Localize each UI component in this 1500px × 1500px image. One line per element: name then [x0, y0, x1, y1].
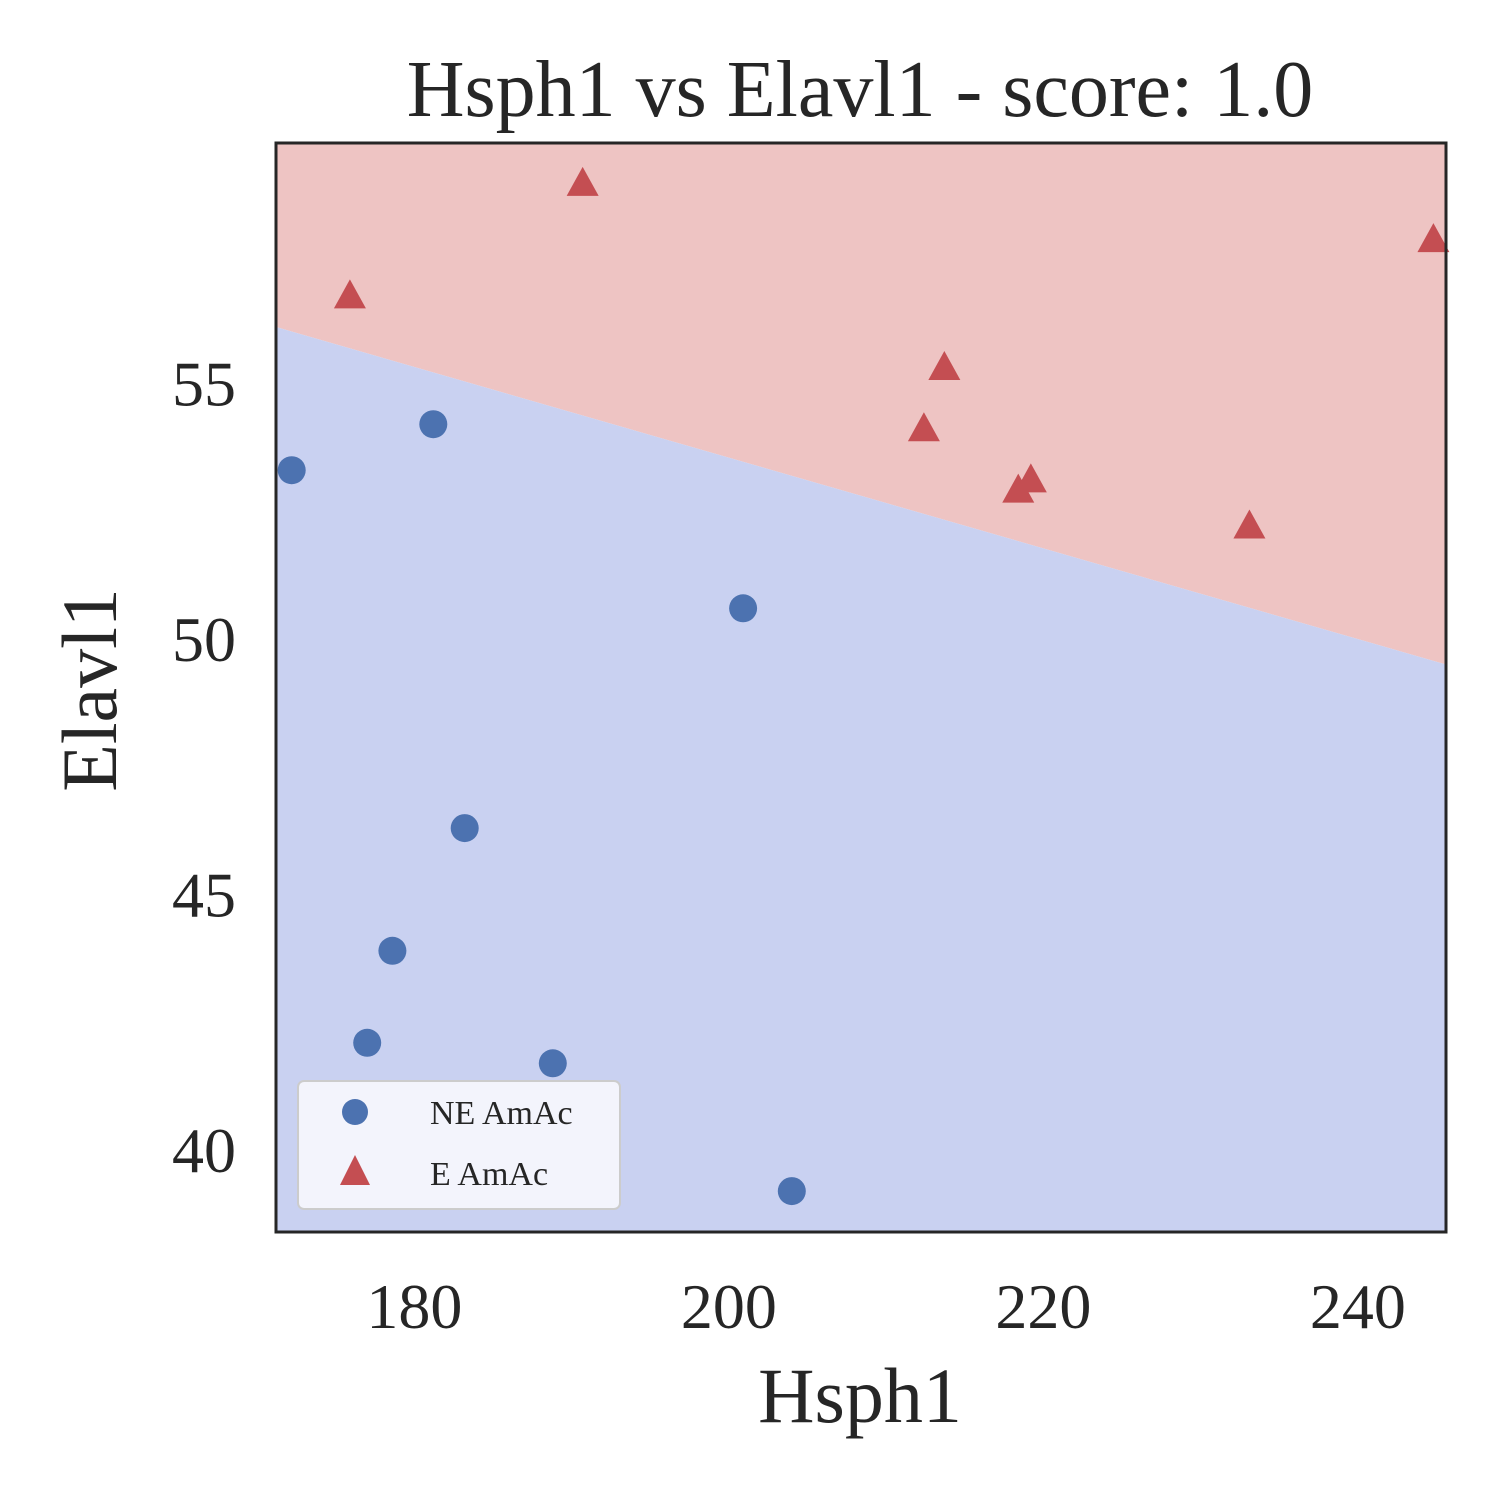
point-e-amac-2 [566, 166, 599, 196]
point-ne-amac-5 [353, 1028, 382, 1057]
y-tick-label: 50 [172, 604, 236, 675]
point-ne-amac-6 [538, 1049, 567, 1078]
point-ne-amac-1 [277, 456, 306, 485]
x-axis-ticks: 180 200 220 240 [366, 1271, 1406, 1342]
y-axis-label: Elavl1 [46, 588, 133, 792]
y-tick-label: 55 [172, 348, 236, 419]
x-tick-label: 240 [1310, 1271, 1406, 1342]
region-e-amac [276, 143, 1446, 665]
plot-area [276, 143, 1446, 1232]
data-points [277, 166, 1450, 1206]
legend-label-ne-amac: NE AmAc [430, 1095, 573, 1132]
point-e-amac-3 [907, 412, 940, 442]
legend-box [297, 1080, 621, 1210]
chart-title: Hsph1 vs Elavl1 - score: 1.0 [407, 46, 1314, 134]
x-tick-label: 200 [681, 1271, 777, 1342]
point-ne-amac-7 [729, 594, 758, 623]
y-axis-ticks: 40 45 50 55 [172, 348, 236, 1186]
y-tick-label: 45 [172, 860, 236, 931]
region-ne-amac [276, 327, 1446, 1232]
point-e-amac-8 [1417, 223, 1450, 253]
point-e-amac-7 [1233, 509, 1266, 539]
legend: NE AmAc E AmAc [297, 1080, 621, 1210]
point-ne-amac-4 [378, 936, 407, 965]
point-e-amac-4 [928, 350, 961, 380]
point-ne-amac-8 [777, 1177, 806, 1206]
point-ne-amac-2 [419, 410, 448, 439]
point-e-amac-1 [333, 279, 366, 309]
y-tick-label: 40 [172, 1115, 236, 1186]
legend-label-e-amac: E AmAc [430, 1156, 548, 1193]
x-tick-label: 220 [995, 1271, 1091, 1342]
plot-frame [274, 141, 1448, 1234]
legend-marker-e-amac [340, 1155, 370, 1185]
point-ne-amac-3 [450, 814, 479, 843]
x-tick-label: 180 [366, 1271, 462, 1342]
legend-marker-ne-amac [342, 1099, 368, 1125]
point-e-amac-6 [1014, 463, 1047, 493]
x-axis-label: Hsph1 [758, 1352, 962, 1439]
